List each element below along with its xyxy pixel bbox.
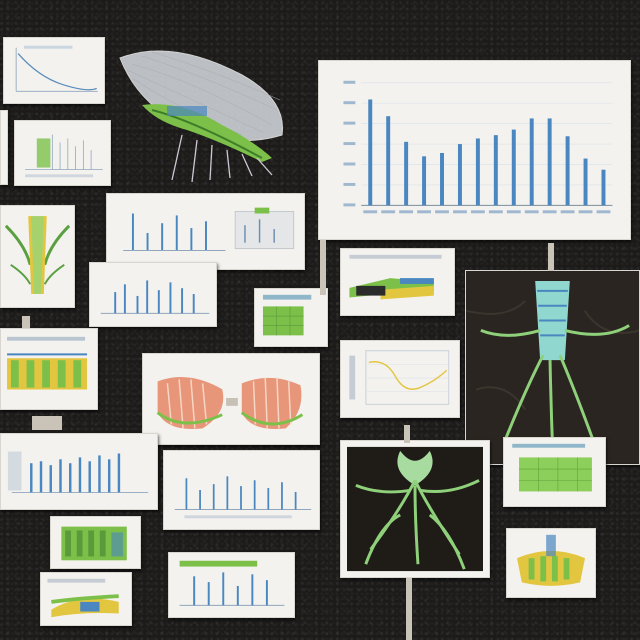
y-tick-mark — [343, 142, 356, 146]
x-tick-mark — [363, 210, 378, 214]
bar — [547, 118, 552, 206]
x-tick-mark — [453, 210, 467, 214]
y-tick-mark — [343, 101, 356, 105]
line-chart-icon — [15, 45, 98, 92]
line-chart-card-mid — [340, 340, 460, 418]
bar-chart-card-c — [0, 433, 158, 510]
green-swatch-card — [254, 288, 328, 347]
mixed-stripe-card — [40, 572, 132, 626]
stem-icon — [4, 216, 71, 294]
x-tick-mark — [381, 210, 396, 214]
bar — [475, 138, 480, 206]
x-tick-mark — [524, 210, 539, 214]
stake — [32, 416, 62, 430]
stem-card-right — [506, 528, 596, 598]
bar — [422, 156, 427, 206]
stake — [22, 316, 30, 328]
x-tick-mark — [578, 210, 593, 214]
y-tick-mark — [343, 80, 356, 84]
root-photo-center — [340, 440, 490, 578]
x-tick-mark — [506, 210, 521, 214]
edge-card — [0, 110, 8, 185]
x-tick-mark — [417, 210, 431, 214]
stake — [404, 425, 410, 443]
x-tick-mark — [488, 210, 503, 214]
bar — [368, 99, 373, 206]
stem-card-left — [0, 205, 75, 308]
x-tick-mark — [399, 210, 414, 214]
stake — [406, 578, 412, 640]
line-chart-card-top — [3, 37, 105, 104]
leaf-icon — [119, 50, 283, 183]
grid-chart-card — [14, 120, 111, 186]
y-tick-mark — [343, 203, 356, 207]
x-tick-mark — [596, 210, 611, 214]
striped-bar-card — [0, 328, 98, 410]
green-block-card — [50, 516, 141, 569]
stripe-chart-card — [340, 248, 455, 316]
main-bar-chart-card — [318, 60, 631, 240]
bar — [457, 144, 462, 206]
seed-pod-icon — [156, 376, 304, 429]
bar — [565, 136, 570, 206]
bar — [493, 135, 498, 206]
main-bar-chart — [343, 80, 613, 214]
x-tick-mark — [470, 210, 485, 214]
bar — [511, 129, 516, 206]
bar — [386, 116, 391, 206]
bar-chart-card-e — [168, 552, 295, 618]
stake — [548, 243, 554, 271]
seed-pods-card — [142, 353, 320, 445]
y-tick-mark — [343, 121, 356, 125]
x-tick-mark — [435, 210, 449, 214]
root-system-icon — [466, 271, 639, 464]
green-grid-card — [503, 437, 606, 507]
bar — [440, 152, 444, 206]
bar — [529, 118, 534, 206]
x-tick-mark — [560, 210, 575, 214]
root-photo-large — [465, 270, 640, 465]
bar — [601, 169, 606, 206]
bar-chart-card-d — [163, 450, 320, 530]
bar-chart-card-a — [106, 193, 305, 270]
x-tick-mark — [542, 210, 557, 214]
bar — [583, 158, 588, 206]
bar — [404, 141, 409, 206]
bar-chart-card-b — [89, 262, 217, 327]
y-tick-mark — [343, 182, 356, 186]
y-tick-mark — [343, 162, 356, 166]
stake — [320, 240, 326, 295]
